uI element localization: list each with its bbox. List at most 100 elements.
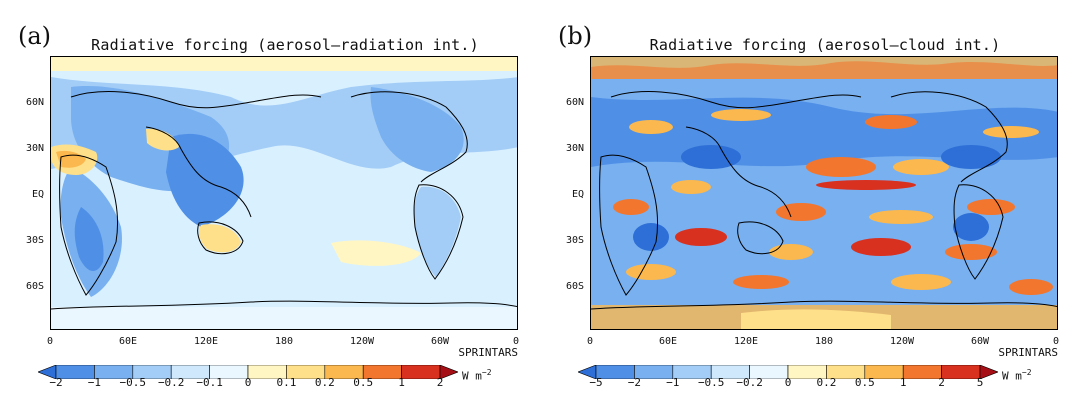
colorbar-cell xyxy=(634,365,674,379)
forcing-patch xyxy=(681,145,741,169)
colorbar-unit-exponent: −2 xyxy=(481,368,492,377)
panel-a: (a) Radiative forcing (aerosol–radiation… xyxy=(0,0,530,405)
lon-label-60e: 60E xyxy=(118,336,138,347)
forcing-patch xyxy=(633,223,669,251)
lat-label-60s: 60S xyxy=(25,281,44,292)
colorbar-cell xyxy=(749,365,789,379)
colorbar-cell xyxy=(170,365,210,379)
forcing-patch xyxy=(1009,279,1053,295)
colorbar-cell xyxy=(979,365,998,379)
colorbar-tick-label: −0.5 xyxy=(697,376,725,389)
colorbar-tick-label: −0.1 xyxy=(196,376,223,389)
forcing-patches-cool xyxy=(633,145,1001,251)
colorbar-tick-label: −2 xyxy=(49,376,63,389)
colorbar-cell xyxy=(55,365,95,379)
forcing-patch xyxy=(953,213,989,241)
panel-letter: (b) xyxy=(558,22,593,50)
forcing-region xyxy=(591,61,1057,79)
colorbar-cell xyxy=(787,365,827,379)
colorbar-cell xyxy=(864,365,904,379)
colorbar-a xyxy=(38,365,458,379)
colorbar-tick-label: −5 xyxy=(589,376,603,389)
colorbar-unit-base: W m xyxy=(462,369,482,383)
forcing-patch xyxy=(851,238,911,256)
panel-letter: (a) xyxy=(18,22,52,50)
forcing-patch xyxy=(806,157,876,177)
lon-label-120w: 120W xyxy=(349,336,375,347)
colorbar-cell xyxy=(710,365,750,379)
colorbar-tick-label: 0 xyxy=(784,376,792,389)
lat-label-30s: 30S xyxy=(25,235,44,246)
forcing-patch xyxy=(675,228,727,246)
forcing-patch xyxy=(945,244,997,260)
colorbar-tick-label: 2 xyxy=(938,376,945,389)
colorbar-cell xyxy=(672,365,712,379)
colorbar-tick-label: −1 xyxy=(87,376,102,389)
forcing-region xyxy=(414,186,461,277)
colorbar-tick-label: 0.2 xyxy=(314,376,335,389)
panel-b: (b) Radiative forcing (aerosol–cloud int… xyxy=(540,0,1070,405)
colorbar-tick-label: −0.2 xyxy=(157,376,185,389)
colorbar-tick-label: 0.1 xyxy=(276,376,297,389)
forcing-patch xyxy=(671,180,711,194)
colorbar-cell xyxy=(286,365,326,379)
colorbar-tick-label: 5 xyxy=(976,376,984,389)
lon-label-120e: 120E xyxy=(193,336,219,347)
forcing-region xyxy=(51,57,517,71)
forcing-map-b xyxy=(590,56,1058,330)
forcing-map-b-svg xyxy=(591,57,1057,329)
colorbar-b xyxy=(578,365,998,379)
lon-label-0: 0 xyxy=(46,336,54,347)
colorbar-cell xyxy=(439,365,458,379)
colorbar-tick-label: 0 xyxy=(244,376,252,389)
colorbar-tick-label: −0.2 xyxy=(736,376,763,389)
lon-label-180: 180 xyxy=(274,336,294,347)
forcing-patch xyxy=(626,264,676,280)
forcing-patch xyxy=(769,244,813,260)
colorbar-cell xyxy=(362,365,402,379)
forcing-region xyxy=(370,87,464,172)
lon-label-120w: 120W xyxy=(889,336,915,347)
colorbar-cell xyxy=(132,365,172,379)
colorbar-tick-label: 2 xyxy=(436,376,444,389)
forcing-patch xyxy=(941,145,1001,169)
lon-label-0: 0 xyxy=(586,336,594,347)
lat-label-30s: 30S xyxy=(565,235,584,246)
lat-label-60n: 60N xyxy=(565,97,584,108)
colorbar-tick-label: 1 xyxy=(899,376,907,389)
forcing-region xyxy=(331,240,421,266)
lon-label-60w: 60W xyxy=(970,336,990,347)
colorbar-tick-label: −0.5 xyxy=(119,376,147,389)
lat-label-eq: EQ xyxy=(31,189,44,200)
forcing-region xyxy=(74,207,104,272)
lon-label-120e: 120E xyxy=(733,336,759,347)
forcing-map-a-svg xyxy=(51,57,517,329)
forcing-patch xyxy=(983,126,1039,138)
colorbar-unit-exponent: −2 xyxy=(1021,368,1032,377)
colorbar-cell xyxy=(401,365,441,379)
colorbar-cell xyxy=(324,365,364,379)
forcing-patch xyxy=(733,275,789,289)
forcing-patch xyxy=(711,109,771,121)
lat-label-eq: EQ xyxy=(571,189,584,200)
forcing-patch xyxy=(865,115,917,129)
colorbar-cell xyxy=(941,365,981,379)
colorbar-tick-label: 0.5 xyxy=(854,376,875,389)
colorbar-tick-label: −2 xyxy=(627,376,642,389)
colorbar-tick-label: 1 xyxy=(398,376,405,389)
forcing-patch xyxy=(816,180,916,190)
colorbar-cell xyxy=(247,365,287,379)
forcing-patch xyxy=(869,210,933,224)
forcing-patch xyxy=(891,274,951,290)
colorbar-cell xyxy=(902,365,942,379)
lat-label-30n: 30N xyxy=(565,143,584,154)
forcing-region xyxy=(741,309,891,329)
lon-label-0-end: 0 xyxy=(1052,336,1060,347)
panel-title: Radiative forcing (aerosol–radiation int… xyxy=(91,36,479,54)
colorbar-cell xyxy=(595,365,635,379)
colorbar-unit: W m−2 xyxy=(1002,368,1032,383)
lon-label-60w: 60W xyxy=(430,336,450,347)
forcing-map-a xyxy=(50,56,518,330)
colorbar-cell xyxy=(209,365,249,379)
forcing-region xyxy=(199,224,241,253)
